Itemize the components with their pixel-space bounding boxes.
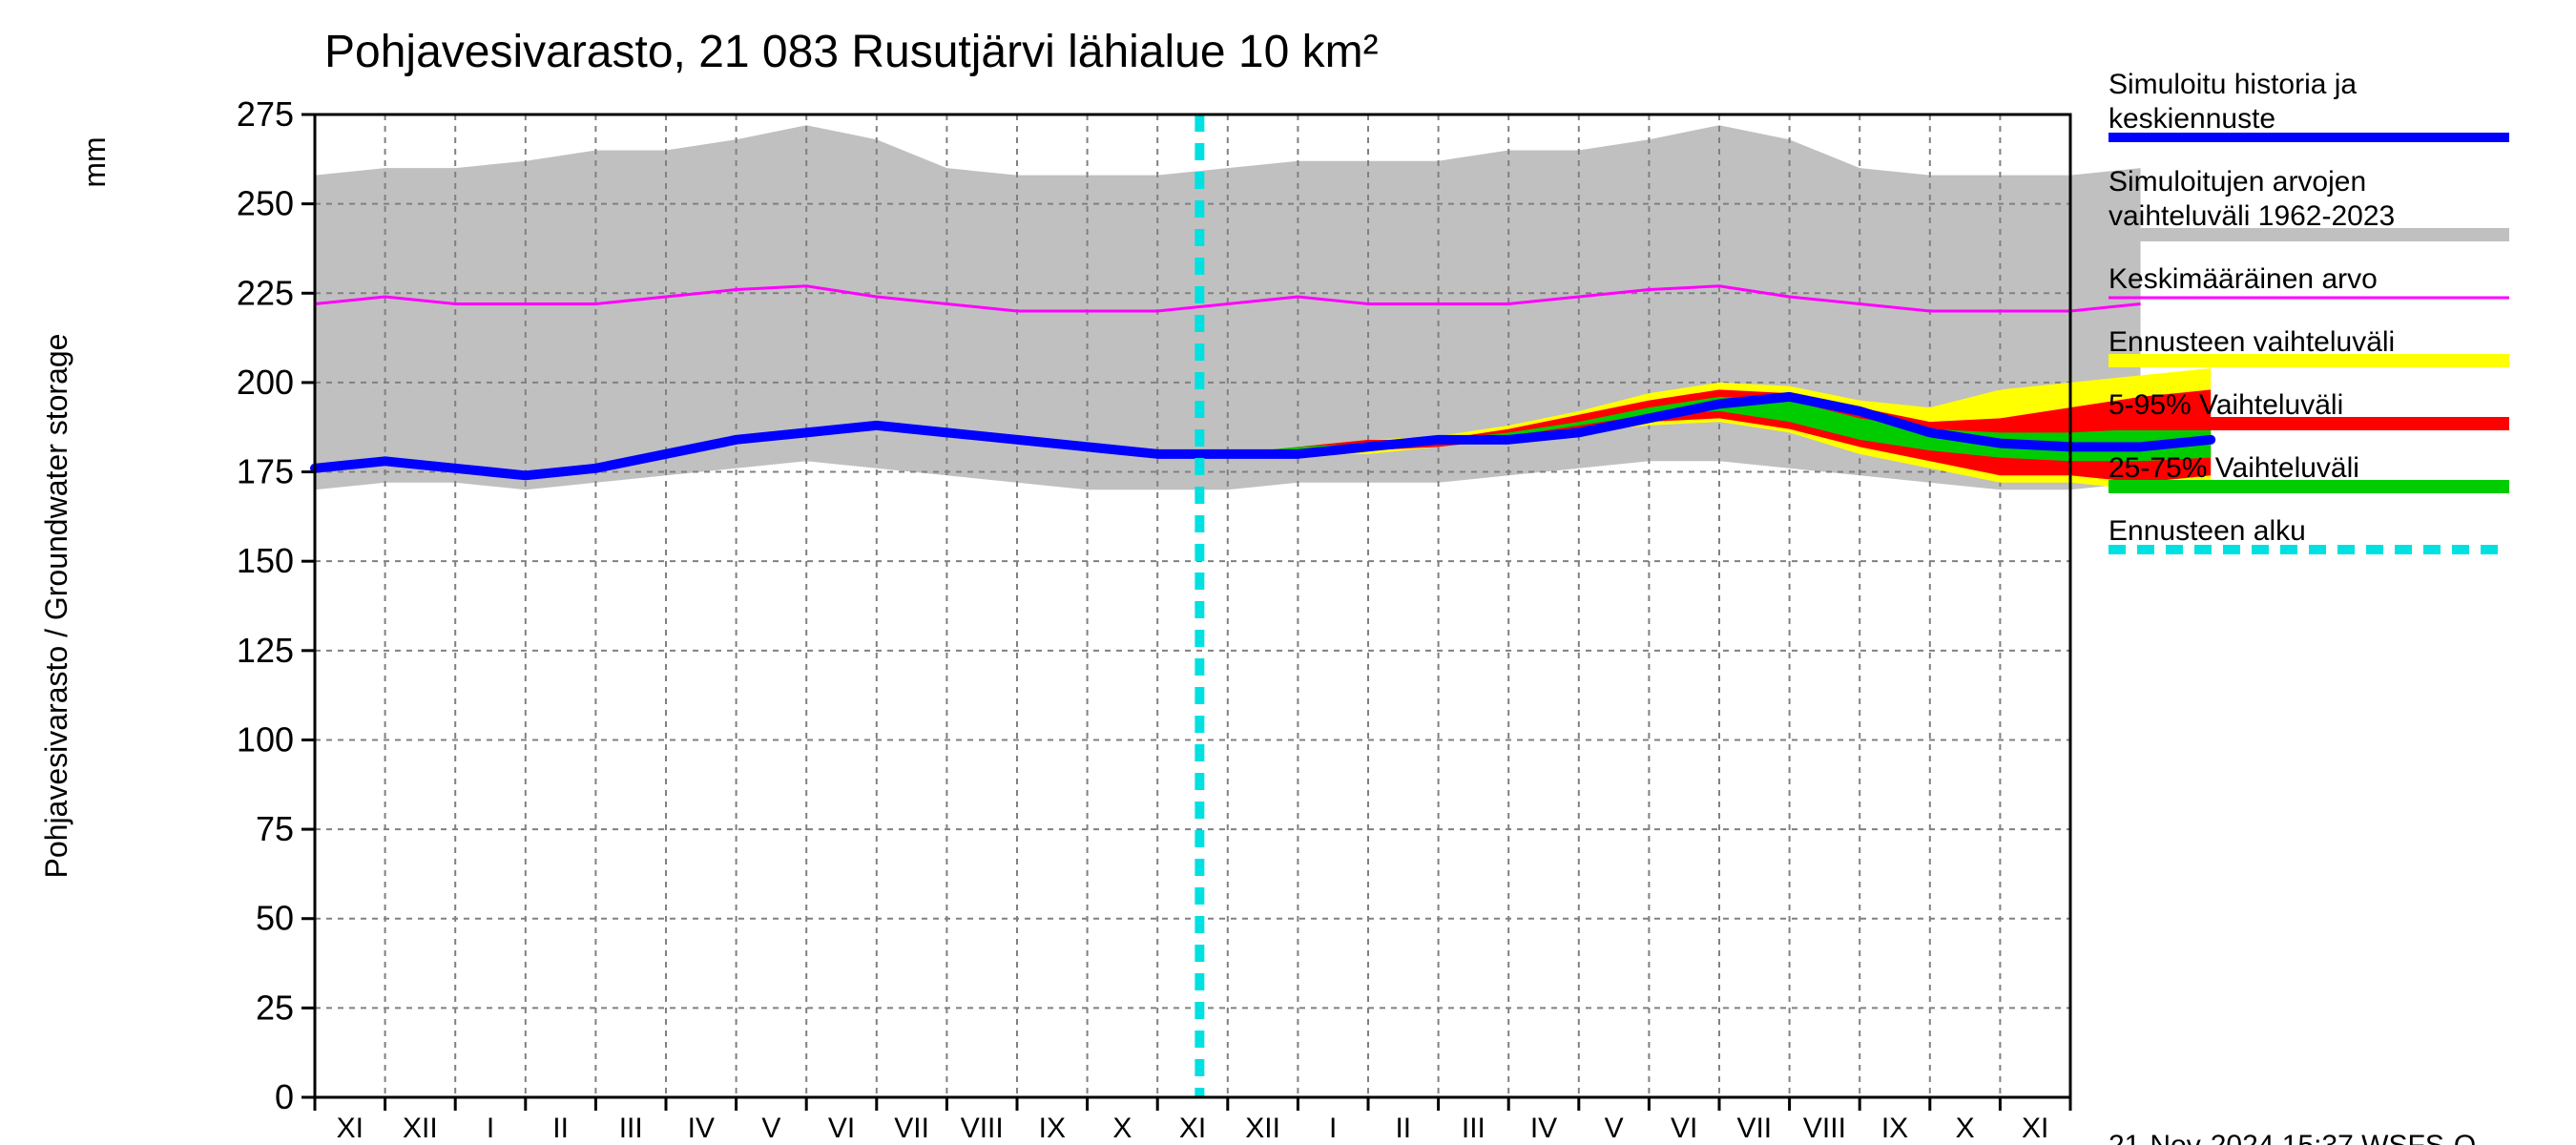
- x-tick-label: XII: [403, 1113, 438, 1144]
- x-tick-label: XII: [1245, 1113, 1280, 1144]
- x-tick-label: VIII: [961, 1113, 1004, 1144]
- y-tick-label: 150: [237, 541, 294, 580]
- x-tick-label: I: [487, 1113, 494, 1144]
- legend-label: Keskimääräinen arvo: [2109, 263, 2378, 295]
- x-tick-label: X: [1112, 1113, 1132, 1144]
- y-axis-label: Pohjavesivarasto / Groundwater storage: [39, 334, 73, 879]
- legend-swatch-fill: [2109, 228, 2509, 241]
- y-axis-unit: mm: [77, 136, 112, 187]
- chart-container: 0255075100125150175200225250275XIXIIIIII…: [0, 0, 2576, 1145]
- x-tick-label: VI: [1671, 1113, 1697, 1144]
- legend-label: Ennusteen vaihteluväli: [2109, 326, 2395, 358]
- x-tick-label: XI: [2022, 1113, 2048, 1144]
- chart-title: Pohjavesivarasto, 21 083 Rusutjärvi lähi…: [324, 27, 1379, 77]
- y-tick-label: 50: [256, 899, 294, 938]
- x-tick-label: VIII: [1803, 1113, 1846, 1144]
- x-tick-label: XI: [1179, 1113, 1206, 1144]
- x-tick-label: VII: [894, 1113, 929, 1144]
- y-tick-label: 175: [237, 452, 294, 491]
- legend-label: vaihteluväli 1962-2023: [2109, 200, 2395, 232]
- footer-timestamp: 21-Nov-2024 15:37 WSFS-O: [2109, 1130, 2476, 1145]
- x-tick-label: IX: [1881, 1113, 1908, 1144]
- legend-label: 5-95% Vaihteluväli: [2109, 389, 2343, 421]
- y-tick-label: 200: [237, 363, 294, 402]
- legend-label: 25-75% Vaihteluväli: [2109, 452, 2359, 484]
- x-tick-label: XI: [337, 1113, 364, 1144]
- legend-label: Simuloitu historia ja: [2109, 69, 2357, 100]
- legend-label: Ennusteen alku: [2109, 515, 2306, 547]
- legend-swatch-fill: [2109, 417, 2509, 430]
- x-tick-label: III: [1462, 1113, 1485, 1144]
- x-tick-label: IX: [1039, 1113, 1066, 1144]
- x-tick-label: IV: [688, 1113, 715, 1144]
- y-tick-label: 0: [275, 1077, 294, 1116]
- legend-label: Simuloitujen arvojen: [2109, 166, 2366, 198]
- chart-svg: 0255075100125150175200225250275XIXIIIIII…: [0, 0, 2576, 1145]
- x-tick-label: X: [1956, 1113, 1975, 1144]
- y-tick-label: 125: [237, 631, 294, 670]
- y-tick-label: 25: [256, 988, 294, 1027]
- x-tick-label: VI: [828, 1113, 855, 1144]
- x-tick-label: VII: [1736, 1113, 1772, 1144]
- legend-swatch-fill: [2109, 480, 2509, 493]
- y-tick-label: 275: [237, 94, 294, 134]
- y-tick-label: 100: [237, 719, 294, 759]
- legend-swatch-fill: [2109, 354, 2509, 367]
- y-tick-label: 75: [256, 809, 294, 848]
- x-tick-label: II: [1395, 1113, 1411, 1144]
- y-tick-label: 225: [237, 273, 294, 312]
- x-tick-label: V: [761, 1113, 780, 1144]
- x-tick-label: III: [619, 1113, 643, 1144]
- x-tick-label: IV: [1530, 1113, 1557, 1144]
- x-tick-label: V: [1605, 1113, 1624, 1144]
- legend-label: keskiennuste: [2109, 103, 2275, 135]
- y-tick-label: 250: [237, 184, 294, 223]
- x-tick-label: II: [552, 1113, 569, 1144]
- x-tick-label: I: [1329, 1113, 1337, 1144]
